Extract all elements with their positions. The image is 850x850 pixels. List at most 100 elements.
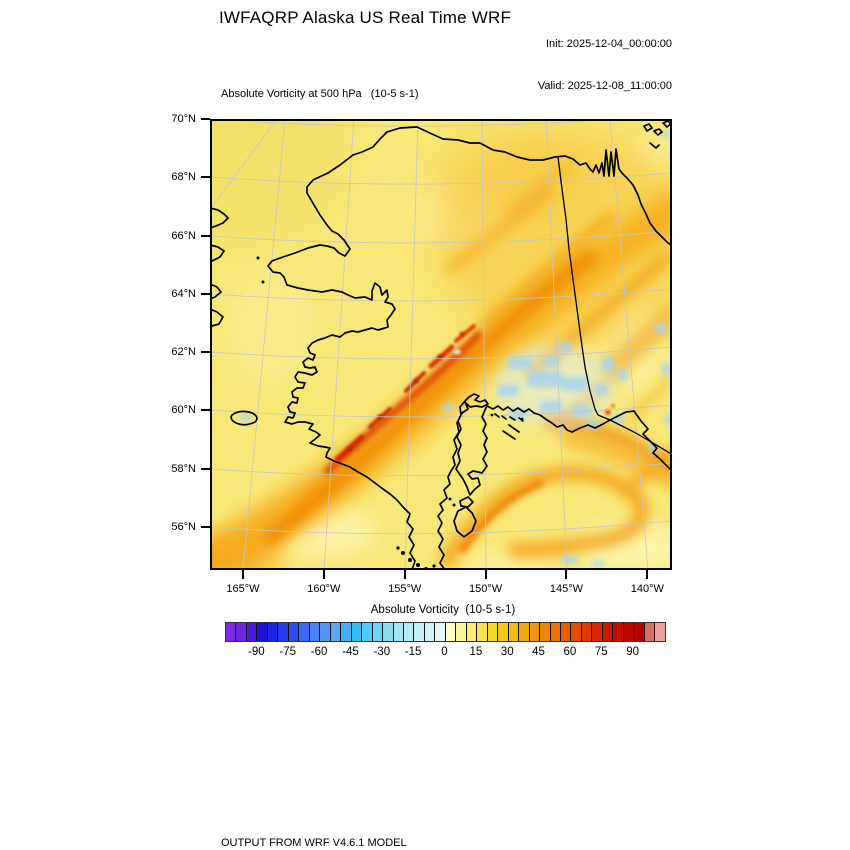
colorbar-tick-value: -75	[279, 646, 297, 658]
colorbar-cell	[351, 623, 363, 641]
colorbar-cell	[571, 623, 582, 641]
colorbar-cell	[550, 623, 561, 641]
colorbar-cell	[424, 623, 436, 641]
model-info-block: OUTPUT FROM WRF V4.6.1 MODEL WE = 225 ; …	[221, 808, 654, 850]
colorbar-cell	[602, 623, 614, 641]
lat-tick-label: 64°N	[171, 287, 196, 300]
colorbar-cell	[414, 623, 425, 641]
colorbar-cell	[320, 623, 331, 641]
map-area: 70°N 68°N 66°N 64°N 62°N 60°N 58°N 56°N 165°W 16…	[171, 113, 672, 595]
colorbar-tick-value: 0	[441, 646, 448, 658]
run-timestamp-block: Init: 2025-12-04_00:00:00 Valid: 2025-12…	[538, 9, 672, 121]
colorbar-tick-value: 90	[626, 646, 640, 658]
model-info-line1: OUTPUT FROM WRF V4.6.1 MODEL	[221, 837, 407, 849]
lon-tick-label: 165°W	[226, 583, 260, 595]
colorbar-cell	[508, 623, 520, 641]
lon-tick-mark	[322, 570, 325, 579]
colorbar-cell	[393, 623, 404, 641]
colorbar-tick-value: 45	[532, 646, 545, 658]
colorbar-cell	[634, 623, 645, 641]
colorbar-cell	[592, 623, 603, 641]
colorbar-tick-value: -90	[248, 646, 265, 658]
colorbar-tick-value: 30	[500, 646, 514, 658]
colorbar-cell	[623, 623, 635, 641]
lat-tick-mark	[201, 409, 210, 412]
colorbar-cell	[372, 623, 384, 641]
colorbar-cell	[613, 623, 624, 641]
colorbar-tick-value: -60	[310, 646, 328, 658]
colorbar-cell	[257, 623, 268, 641]
colorbar-cell	[477, 623, 488, 641]
colorbar-cell	[278, 623, 289, 641]
lat-tick-label: 60°N	[171, 404, 196, 417]
colorbar-cell	[403, 623, 415, 641]
lat-tick-mark	[201, 467, 210, 470]
lat-tick-label: 58°N	[171, 462, 196, 475]
colorbar-cell	[362, 623, 373, 641]
init-time-label: Init: 2025-12-04_00:00:00	[546, 38, 672, 50]
colorbar-cell	[456, 623, 467, 641]
vorticity-field	[210, 119, 672, 570]
colorbar-tick-value: -30	[373, 646, 391, 658]
lon-tick-label: 155°W	[388, 583, 422, 595]
colorbar-cell	[383, 623, 394, 641]
coastline	[210, 120, 672, 570]
lat-tick-label: 68°N	[171, 171, 196, 184]
plot-subtitle: Absolute Vorticity at 500 hPa (10-5 s-1)	[221, 88, 419, 100]
colorbar-cell	[466, 623, 478, 641]
lat-tick-mark	[201, 351, 210, 354]
colorbar-cell	[581, 623, 593, 641]
colorbar-cell	[288, 623, 300, 641]
lat-tick-label: 62°N	[171, 346, 196, 359]
lat-tick-label: 66°N	[171, 229, 196, 242]
lon-tick-mark	[242, 570, 244, 579]
colorbar-tick-value: 60	[563, 646, 577, 658]
lon-tick-label: 140°W	[630, 583, 664, 595]
colorbar-cell	[519, 623, 530, 641]
colorbar-cell	[267, 623, 279, 641]
lon-tick-label: 145°W	[549, 583, 583, 595]
lon-tick-mark	[403, 570, 406, 579]
lon-tick-mark	[646, 570, 649, 579]
colorbar-cell	[529, 623, 541, 641]
lat-tick-mark	[201, 234, 210, 237]
colorbar-cell	[540, 623, 551, 641]
colorbar-cell	[561, 623, 572, 641]
graticule	[210, 119, 672, 570]
vorticity-map	[210, 119, 672, 570]
colorbar-tick-value: 15	[469, 646, 483, 658]
colorbar-cell	[498, 623, 509, 641]
colorbar-cell	[309, 623, 321, 641]
colorbar-cell	[655, 623, 665, 641]
lat-tick-mark	[201, 292, 210, 295]
valid-time-label: Valid: 2025-12-08_11:00:00	[537, 80, 672, 92]
colorbar-tick-value: -15	[404, 646, 422, 658]
lon-tick-label: 150°W	[469, 583, 503, 595]
colorbar-cell	[487, 623, 499, 641]
colorbar-tick-value: 75	[594, 646, 608, 658]
lon-tick-mark	[565, 570, 568, 579]
page-title: IWFAQRP Alaska US Real Time WRF	[218, 8, 512, 27]
border-line	[557, 156, 672, 456]
lon-tick-label: 160°W	[307, 583, 341, 595]
colorbar-cell	[341, 623, 352, 641]
lat-tick-mark	[201, 118, 210, 120]
colorbar-cell	[644, 623, 656, 641]
colorbar-cell	[236, 623, 247, 641]
map-frame-border	[210, 119, 672, 570]
colorbar-cell	[330, 623, 342, 641]
colorbar-tick-value: -45	[342, 646, 359, 658]
lat-tick-label: 56°N	[171, 521, 196, 533]
lon-tick-mark	[484, 570, 487, 579]
colorbar-cell	[435, 623, 446, 641]
lat-tick-mark	[201, 176, 210, 179]
colorbar-cell	[299, 623, 310, 641]
island-dots	[256, 256, 524, 570]
colorbar	[225, 622, 666, 642]
colorbar-label: Absolute Vorticity (10-5 s-1)	[370, 604, 516, 616]
colorbar-cell	[246, 623, 258, 641]
lat-tick-mark	[201, 526, 210, 528]
colorbar-cell	[445, 623, 457, 641]
colorbar-cell	[226, 623, 237, 641]
